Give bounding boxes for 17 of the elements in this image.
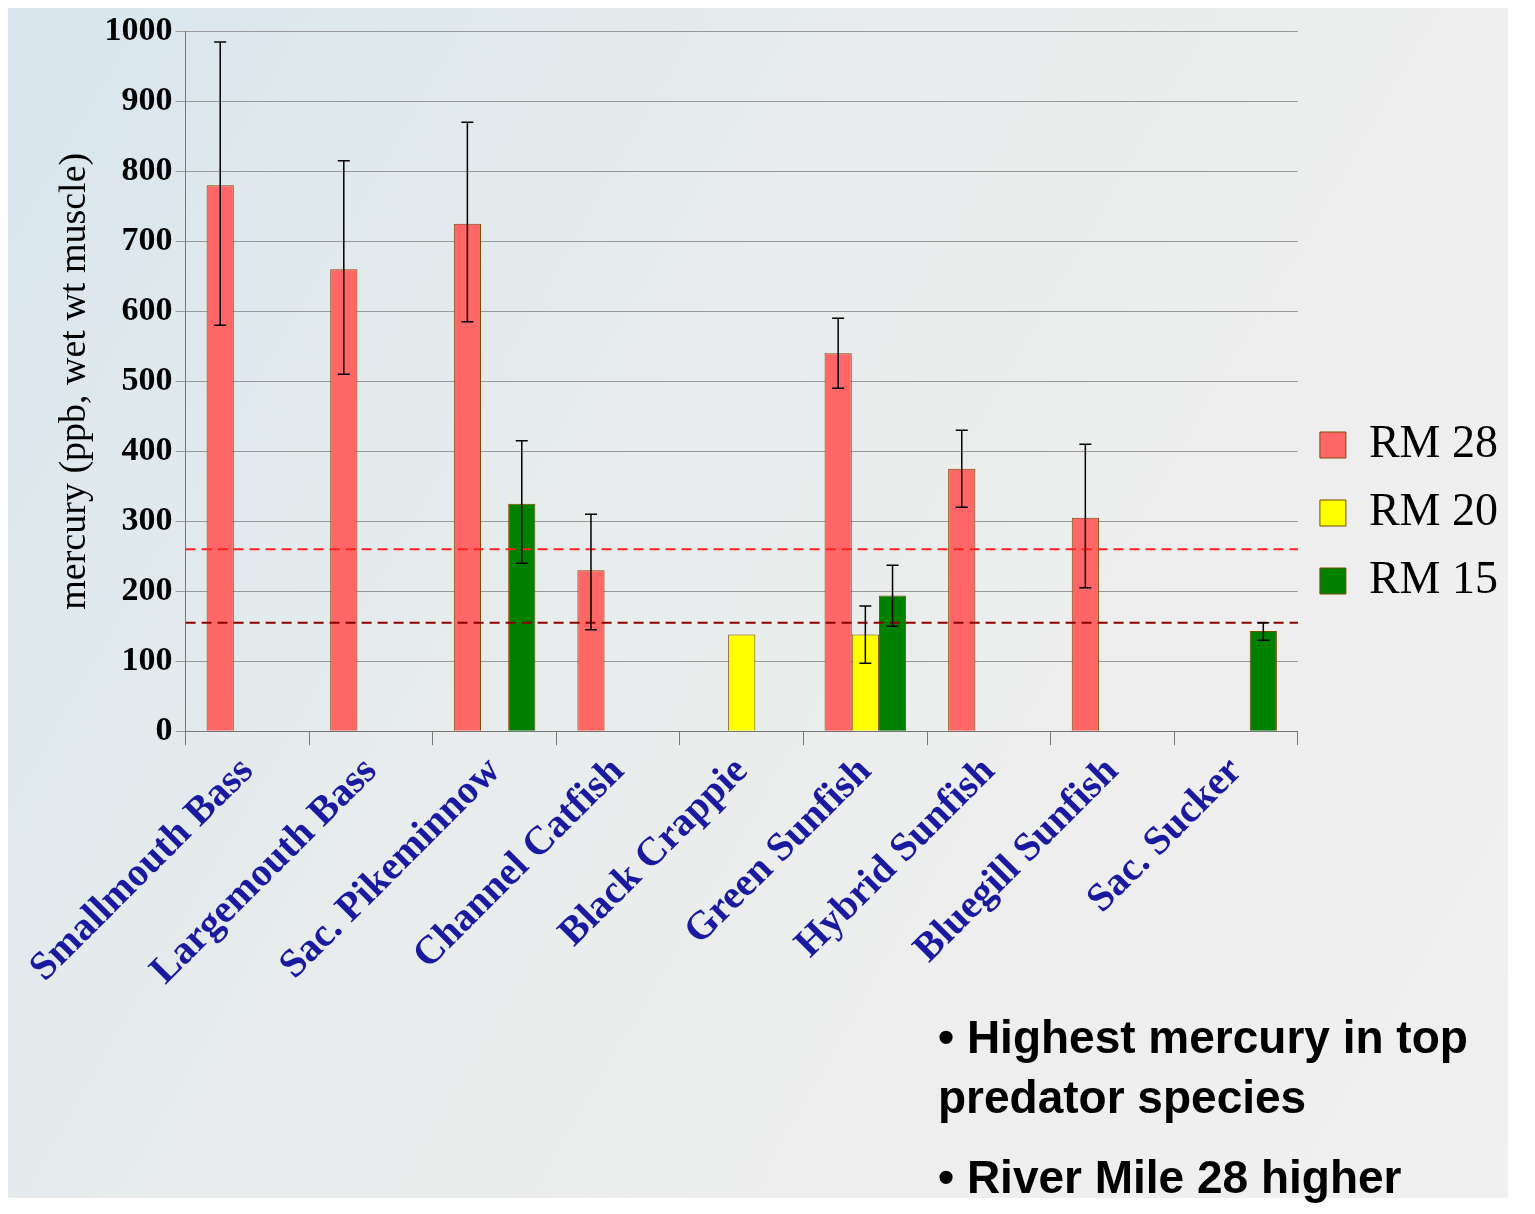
y-axis-title: mercury (ppb, wet wt muscle) <box>50 152 94 610</box>
text: • River Mile 28 higher <box>938 1149 1403 1205</box>
y-tick-label: 200 <box>121 569 173 607</box>
y-tick-label: 1000 <box>104 10 173 48</box>
y-tick-label: 700 <box>121 220 173 258</box>
legend-label: RM 28 <box>1368 416 1499 468</box>
y-tick-label: 300 <box>121 499 173 537</box>
text: • Highest mercury in top predator species <box>938 1010 1469 1125</box>
y-tick-label: 500 <box>121 360 173 398</box>
y-tick-label: 400 <box>121 430 173 468</box>
y-tick-label: 100 <box>121 639 173 677</box>
y-tick-label: 800 <box>121 150 173 188</box>
legend-label: RM 15 <box>1368 552 1499 604</box>
legend-label: RM 20 <box>1368 484 1499 536</box>
y-tick-label: 0 <box>155 709 173 747</box>
y-tick-label: 600 <box>121 290 173 328</box>
y-tick-label: 900 <box>121 80 173 118</box>
